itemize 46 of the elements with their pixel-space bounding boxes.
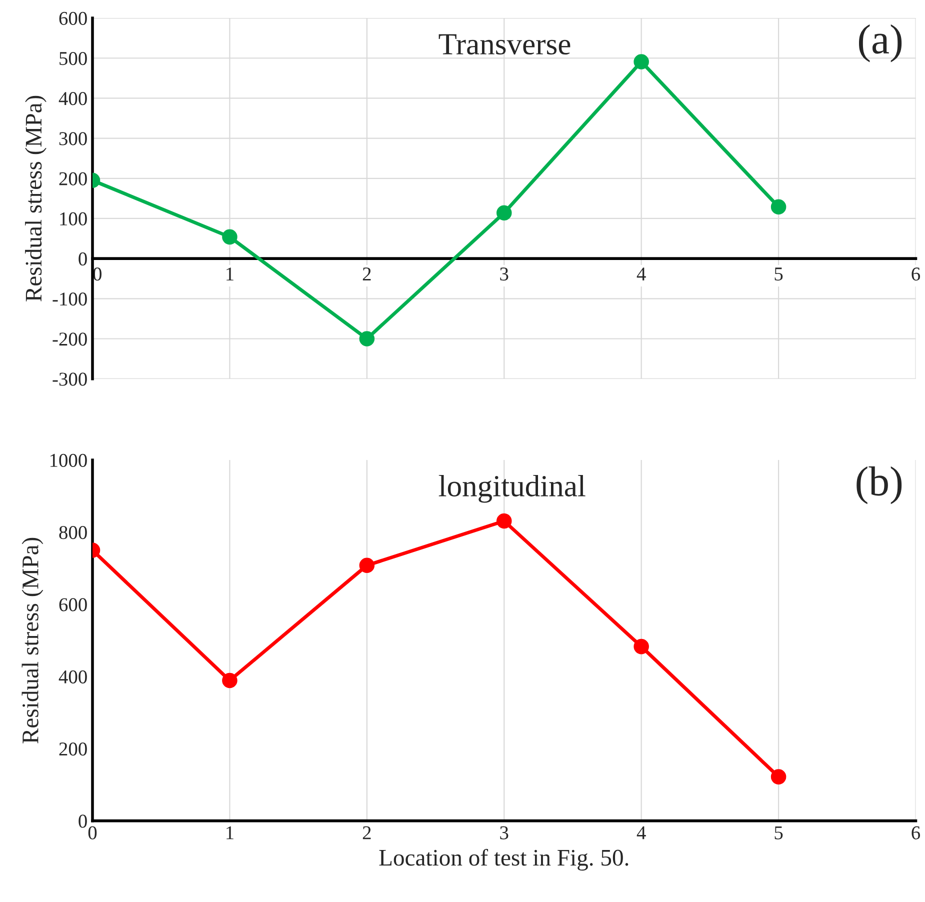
x-tick-label: 2: [362, 826, 371, 840]
x-tick-label: 1: [226, 268, 234, 280]
x-tick-label: 5: [774, 268, 783, 281]
y-tick-label: 400: [58, 92, 87, 106]
y-tick-label: 400: [58, 670, 87, 684]
point: [359, 558, 375, 574]
annotation: longitudinal: [438, 474, 586, 503]
x-tick-label: 6: [912, 826, 920, 840]
point: [359, 331, 375, 346]
point: [222, 672, 238, 688]
y-tick-label: 500: [60, 52, 87, 66]
annotation: (a): [858, 24, 902, 62]
x-tick-label: 4: [636, 826, 646, 840]
point: [770, 769, 786, 784]
y-tick-label: 600: [59, 12, 87, 25]
y-tick-label: 600: [59, 598, 87, 612]
x-tick-label: 1: [226, 826, 234, 840]
y-axis-title: Residual stress (MPa): [25, 96, 46, 302]
y-tick-label: 0: [78, 814, 87, 828]
y-tick-label: 200: [59, 742, 87, 756]
y-tick-label: -200: [52, 332, 87, 346]
annotation: Transverse: [438, 34, 570, 55]
x-axis-title: Location of test in Fig. 50.: [379, 848, 628, 871]
x-tick-label: 0: [88, 826, 97, 840]
point: [634, 638, 649, 654]
y-tick-label: -100: [52, 292, 87, 306]
y-tick-label: 1000: [50, 454, 87, 467]
annotation: (b): [856, 466, 902, 504]
y-tick-label: -300: [52, 372, 87, 386]
y-axis-title: Residual stress (MPa): [22, 538, 44, 744]
y-tick-label: 100: [60, 212, 87, 226]
x-tick-label: 2: [362, 268, 371, 280]
point: [496, 513, 512, 529]
x-tick-label: 6: [912, 268, 920, 281]
x-tick-label: 3: [500, 268, 508, 281]
point: [634, 54, 649, 70]
x-tick-label: 4: [636, 268, 646, 280]
x-tick-label: 3: [500, 826, 508, 840]
y-tick-label: 300: [59, 132, 87, 146]
y-tick-label: 800: [59, 526, 87, 540]
y-tick-label: 200: [59, 172, 87, 186]
y-tick-label: 0: [78, 252, 87, 266]
point: [770, 199, 786, 214]
x-tick-label: 5: [774, 826, 783, 840]
point: [496, 205, 512, 221]
point: [222, 229, 238, 245]
